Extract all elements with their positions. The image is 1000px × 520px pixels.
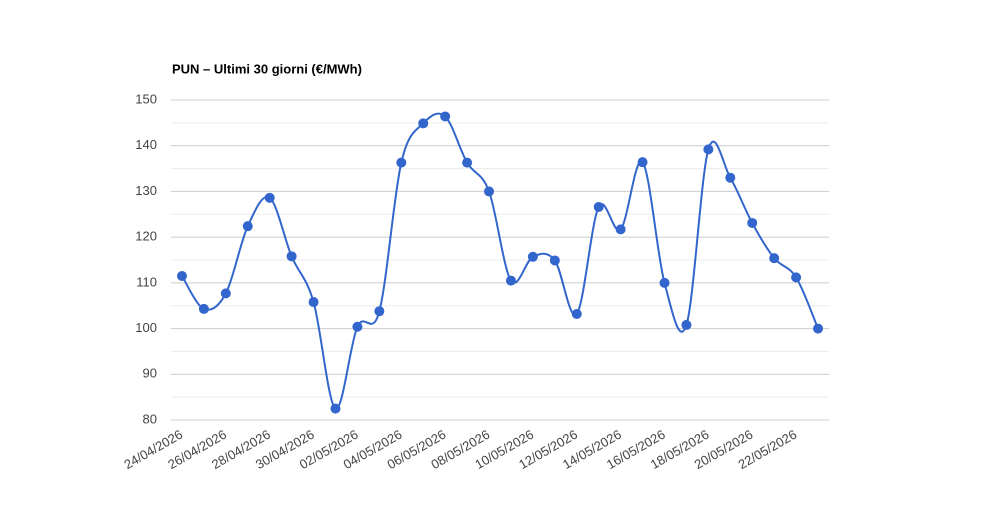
point [593, 201, 604, 212]
point [637, 157, 648, 168]
point [681, 319, 692, 330]
point [264, 192, 275, 203]
chart-title: PUN – Ultimi 30 giorni (€/MWh) [172, 61, 362, 76]
y-tick-label: 120 [135, 229, 157, 244]
point [418, 118, 429, 129]
y-tick-label: 80 [143, 411, 157, 426]
point [176, 271, 187, 281]
point [791, 272, 802, 283]
point [396, 157, 407, 168]
point [571, 308, 582, 319]
point [242, 221, 253, 232]
point [308, 297, 319, 308]
point [198, 303, 209, 314]
point [527, 251, 538, 262]
y-tick-label: 150 [135, 91, 157, 106]
point [374, 306, 385, 317]
point [505, 275, 516, 286]
y-tick-label: 110 [136, 274, 157, 289]
y-tick-label: 130 [135, 183, 157, 198]
point [813, 323, 824, 334]
point [220, 288, 231, 299]
point [440, 111, 451, 122]
point [286, 251, 297, 262]
point [484, 186, 495, 197]
point [725, 172, 736, 183]
y-tick-label: 140 [135, 137, 157, 152]
point [615, 224, 626, 235]
point [769, 253, 780, 264]
point [703, 144, 714, 155]
point [549, 255, 560, 266]
point [659, 277, 670, 288]
point [352, 321, 363, 332]
point [747, 217, 758, 228]
point [330, 403, 341, 414]
y-tick-label: 100 [135, 320, 157, 335]
y-tick-label: 90 [143, 366, 157, 381]
point [462, 157, 473, 168]
line [181, 112, 819, 410]
